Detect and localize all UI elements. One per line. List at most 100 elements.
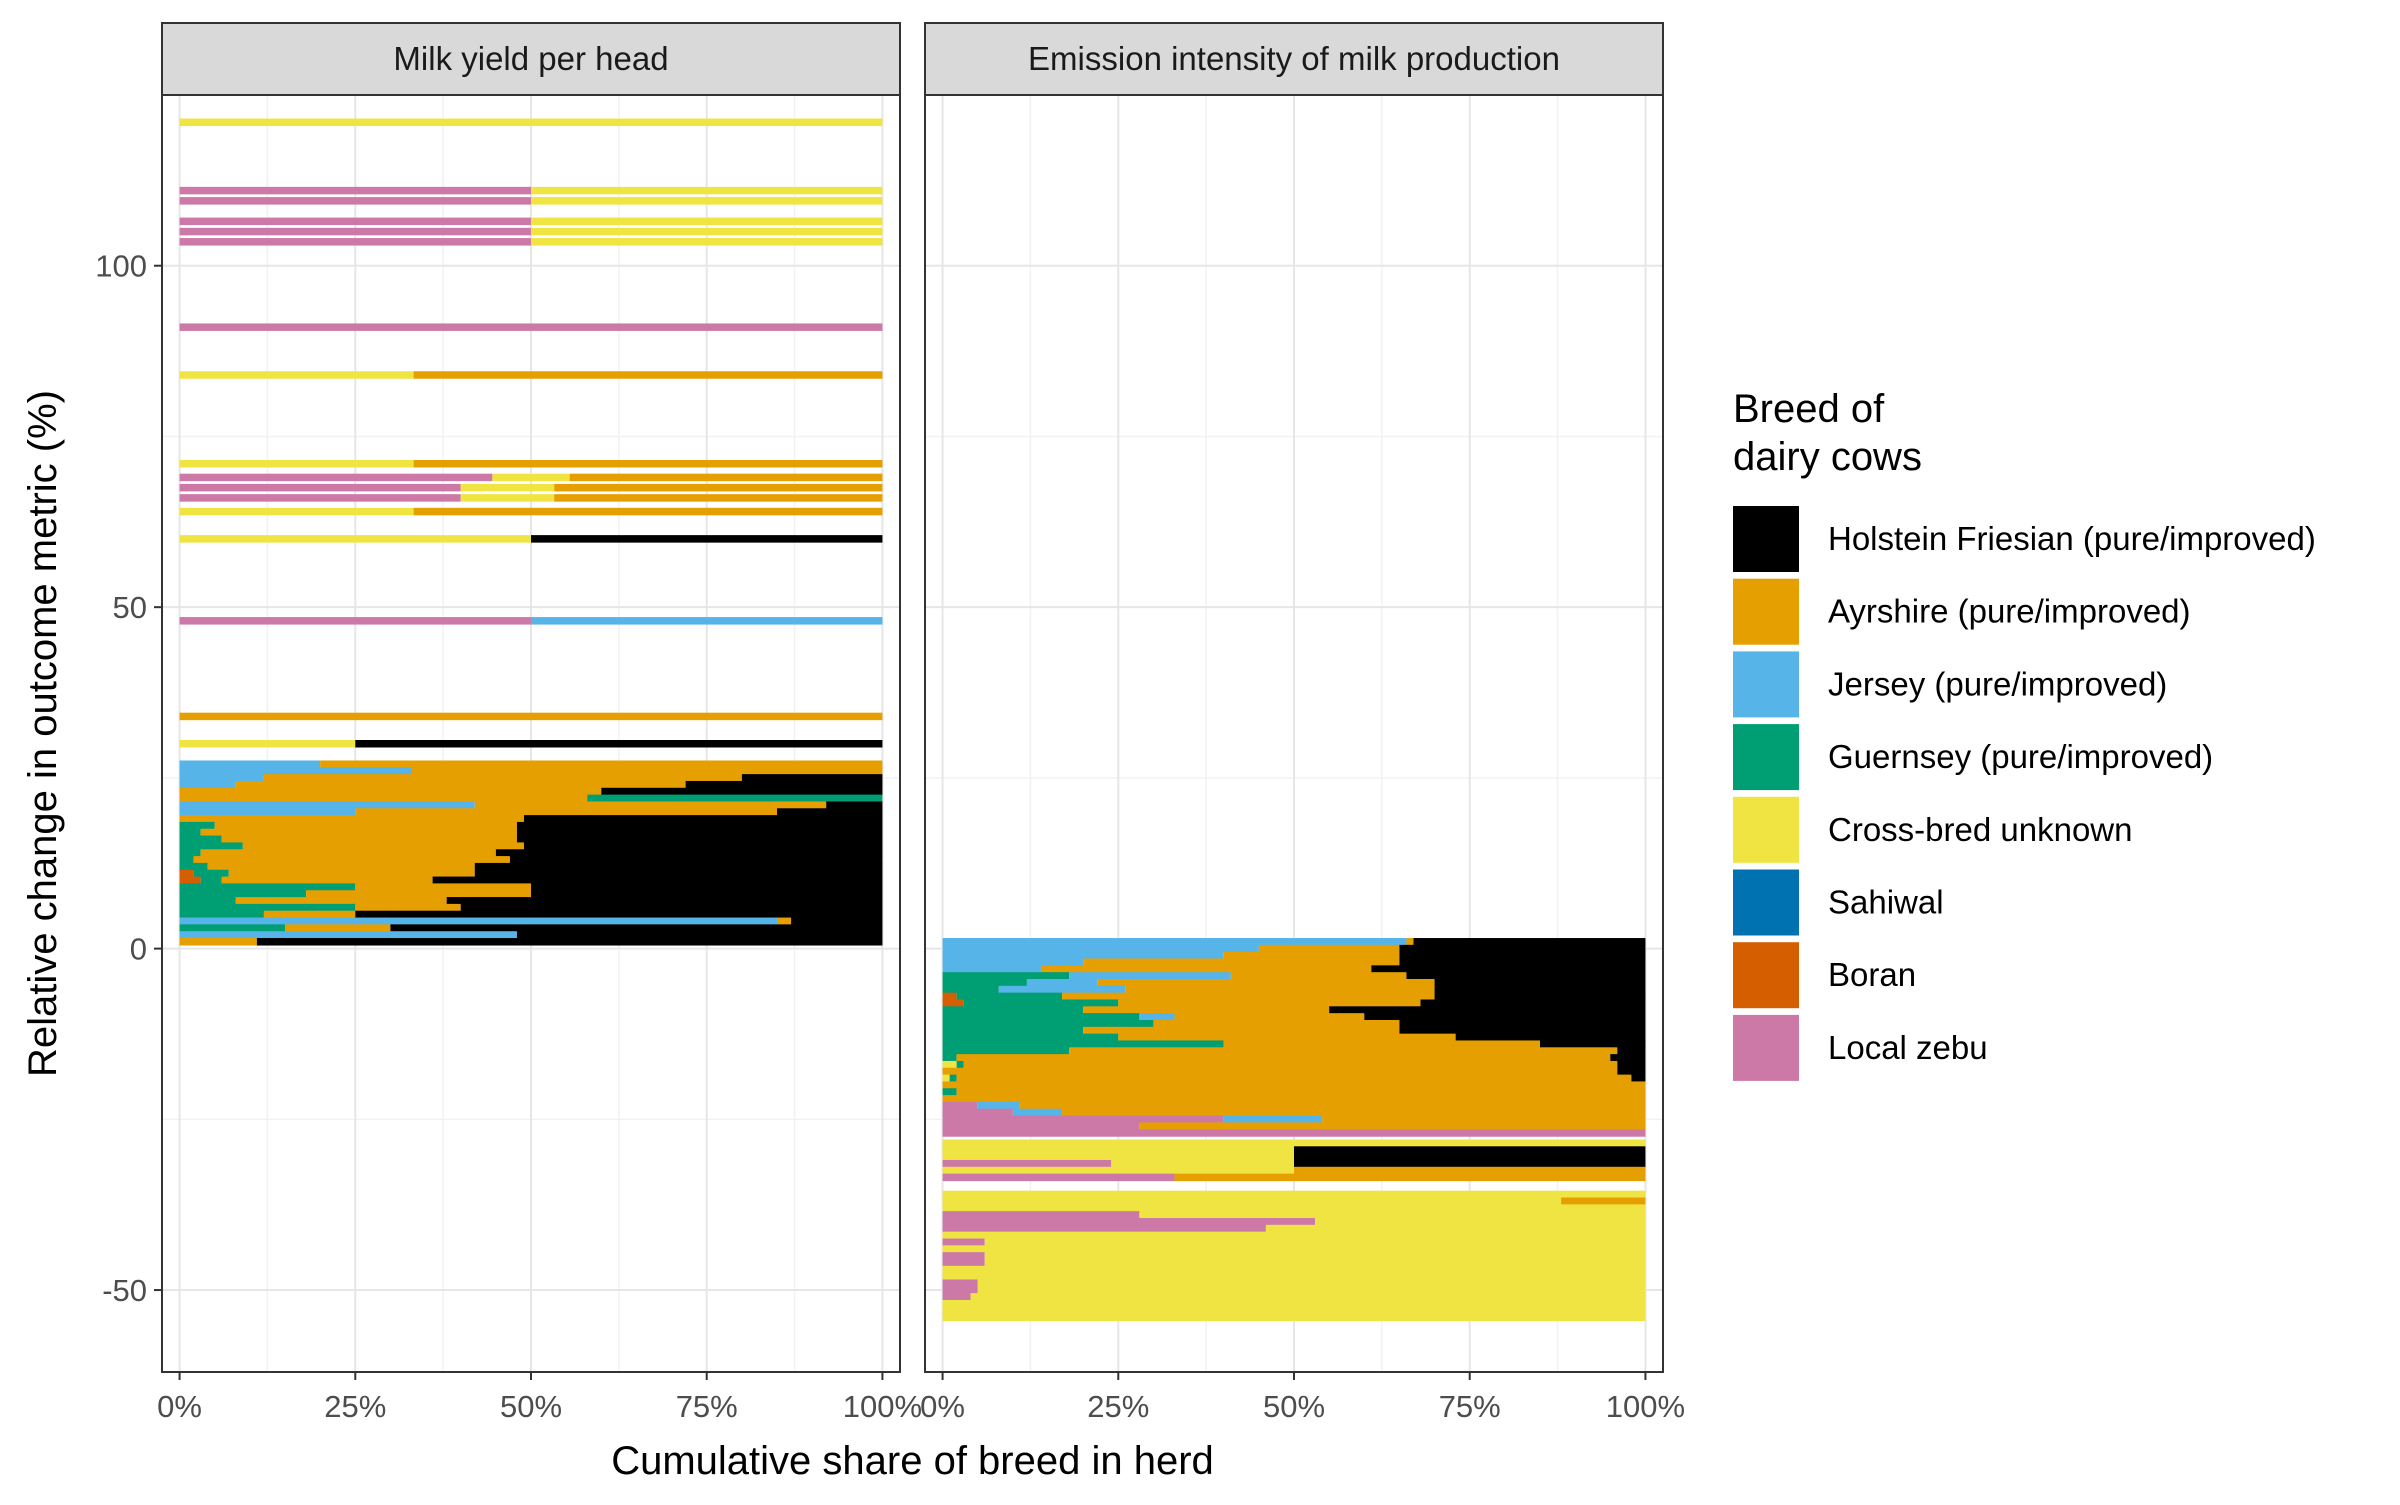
x-tick-label: 0% [157, 1389, 202, 1424]
x-tick-label: 75% [676, 1389, 738, 1424]
bar-segment-ay [942, 1081, 1646, 1089]
bar-segment-cb [977, 1279, 1646, 1287]
bar-segment-ay [474, 801, 827, 809]
bar-segment-cb [942, 1197, 1562, 1206]
bar-segment-je [1139, 1013, 1175, 1021]
bar-segment-gu [179, 897, 236, 905]
legend-title: Breed of [1733, 387, 1885, 431]
bar-segment-hf [1399, 1019, 1646, 1028]
bar-segment-gu [200, 876, 222, 885]
bar-segment-ay [1174, 1173, 1646, 1182]
bar-segment-gu [942, 1088, 957, 1096]
bar-segment-ay [1069, 1047, 1618, 1055]
bar-segment-hf [531, 883, 883, 891]
bar-segment-ay [1230, 972, 1407, 980]
bar-segment-hf [355, 910, 883, 919]
bar-segment-gu [942, 1033, 1119, 1042]
bar-segment-hf [1617, 1067, 1646, 1076]
legend-label: Holstein Friesian (pure/improved) [1828, 520, 2316, 557]
bar-segment-ay [1322, 1115, 1646, 1124]
bar-segment-lz [179, 238, 532, 246]
x-tick-label: 100% [843, 1389, 922, 1424]
bar-segment-ay [1153, 1019, 1400, 1028]
bar-segment-gu [942, 1040, 1224, 1048]
bar-segment-hf [355, 739, 883, 748]
bar-segment-je [942, 944, 1259, 953]
bar-segment-ay [1083, 1026, 1400, 1035]
bar-segment-lz [942, 1101, 978, 1110]
legend-key-cb [1733, 796, 1799, 863]
bar-segment-cb [942, 1272, 1646, 1281]
bar-segment-ay [1125, 985, 1435, 994]
bar-segment-ay [263, 910, 356, 919]
bar-segment-cb [942, 1074, 950, 1083]
bar-segment-cb [942, 1245, 1646, 1253]
bar-segment-hf [1399, 958, 1646, 967]
bar-segment-ay [214, 821, 517, 830]
bar-segment-je [1069, 972, 1231, 980]
bar-segment-ay [179, 787, 602, 796]
bar-segment-hf [826, 801, 883, 809]
bar-segment-hf [1399, 944, 1646, 953]
bar-segment-hf [1617, 1047, 1646, 1055]
bar-segment-ay [242, 842, 524, 850]
bar-segment-hf [1294, 1153, 1646, 1161]
bar-segment-lz [179, 617, 532, 625]
bar-segment-ay [1294, 1166, 1646, 1175]
legend-key-sa [1733, 869, 1799, 936]
bar-segment-lz [179, 483, 461, 492]
bar-segment-ay [413, 460, 883, 468]
bar-segment-hf [1617, 1060, 1646, 1069]
bar-segment-cb [942, 1146, 1294, 1154]
bar-segment-gu [179, 821, 215, 830]
bar-segment-lz [179, 186, 532, 195]
bar-segment-ay [221, 876, 433, 885]
bar-segment-cb [1139, 1211, 1646, 1219]
bar-segment-ay [1083, 958, 1400, 967]
bar-segment-ay [355, 903, 461, 912]
y-tick-label: -50 [102, 1273, 147, 1308]
bar-segment-ay [1019, 1101, 1646, 1110]
bar-segment-hf [1371, 965, 1646, 973]
bar-segment-cb [942, 1166, 1294, 1175]
bar-segment-ay [1118, 999, 1421, 1007]
bar-segment-hf [777, 808, 883, 816]
bar-segment-ay [200, 849, 496, 857]
bar-segment-ay [179, 938, 257, 946]
bar-segment-ay [1083, 1006, 1330, 1014]
legend-label: Boran [1828, 956, 1916, 993]
bar-segment-gu [179, 828, 201, 837]
bar-segment-cb [179, 507, 414, 516]
x-tick-label: 100% [1606, 1389, 1685, 1424]
bar-segment-ay [1561, 1197, 1646, 1206]
bar-segment-gu [179, 842, 243, 850]
bar-segment-gu [963, 999, 1119, 1007]
bar-segment-cb [942, 1313, 1646, 1322]
bar-segment-gu [179, 856, 194, 864]
y-axis-title: Relative change in outcome metric (%) [21, 390, 65, 1077]
bar-segment-je [531, 617, 883, 625]
bar-segment-hf [516, 931, 883, 939]
bar-segment-hf [446, 897, 883, 905]
bar-segment-bo [179, 876, 201, 885]
bar-segment-hf [1434, 992, 1646, 1001]
bar-segment-lz [179, 197, 532, 205]
bar-segment-cb [460, 494, 555, 502]
bar-segment-je [942, 938, 1407, 946]
bar-segment-cb [531, 227, 883, 236]
legend-key-hf [1733, 506, 1799, 572]
bar-segment-ay [411, 767, 883, 775]
bar-segment-hf [1399, 1026, 1646, 1035]
facet-title: Emission intensity of milk production [1028, 40, 1560, 77]
bar-segment-je [179, 801, 475, 809]
facet-panel-1: Emission intensity of milk production 0% 2… [920, 22, 1685, 1424]
bar-segment-ay [956, 1054, 1611, 1062]
bar-segment-gu [956, 1060, 964, 1069]
bar-segment-gu [942, 1047, 1070, 1055]
bar-segment-lz [942, 1211, 1140, 1219]
bar-segment-je [977, 1101, 1020, 1110]
legend-key-bo [1733, 942, 1799, 1009]
bar-segment-gu [942, 979, 1027, 987]
bar-segment-je [179, 774, 264, 782]
